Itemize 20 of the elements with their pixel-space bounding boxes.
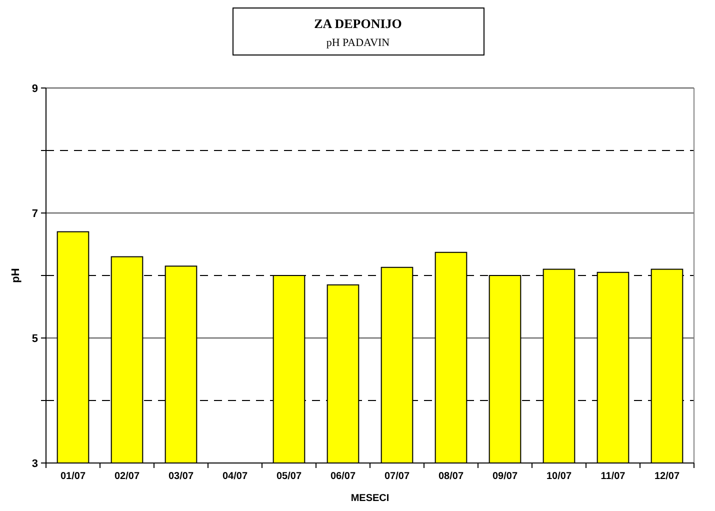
x-tick-label: 10/07 xyxy=(546,471,572,482)
x-tick-label: 11/07 xyxy=(600,471,626,482)
chart-title: ZA DEPONIJO xyxy=(314,16,402,31)
x-tick-label: 05/07 xyxy=(276,471,302,482)
x-tick-label: 07/07 xyxy=(384,471,410,482)
x-tick-label: 03/07 xyxy=(168,471,194,482)
x-tick-label: 12/07 xyxy=(654,471,680,482)
x-tick-label: 04/07 xyxy=(222,471,248,482)
y-tick-label: 9 xyxy=(32,83,38,95)
x-tick-label: 09/07 xyxy=(492,471,518,482)
x-tick-label: 02/07 xyxy=(114,471,140,482)
chart-subtitle: pH PADAVIN xyxy=(326,37,390,49)
x-tick-label: 08/07 xyxy=(438,471,464,482)
x-axis-title: MESECI xyxy=(350,493,390,504)
x-tick-label: 01/07 xyxy=(60,471,86,482)
y-tick-label: 5 xyxy=(32,333,38,345)
y-tick-label: 7 xyxy=(32,208,38,220)
y-axis-title: pH xyxy=(10,268,22,283)
y-tick-label: 3 xyxy=(32,458,38,470)
x-tick-label: 06/07 xyxy=(330,471,356,482)
